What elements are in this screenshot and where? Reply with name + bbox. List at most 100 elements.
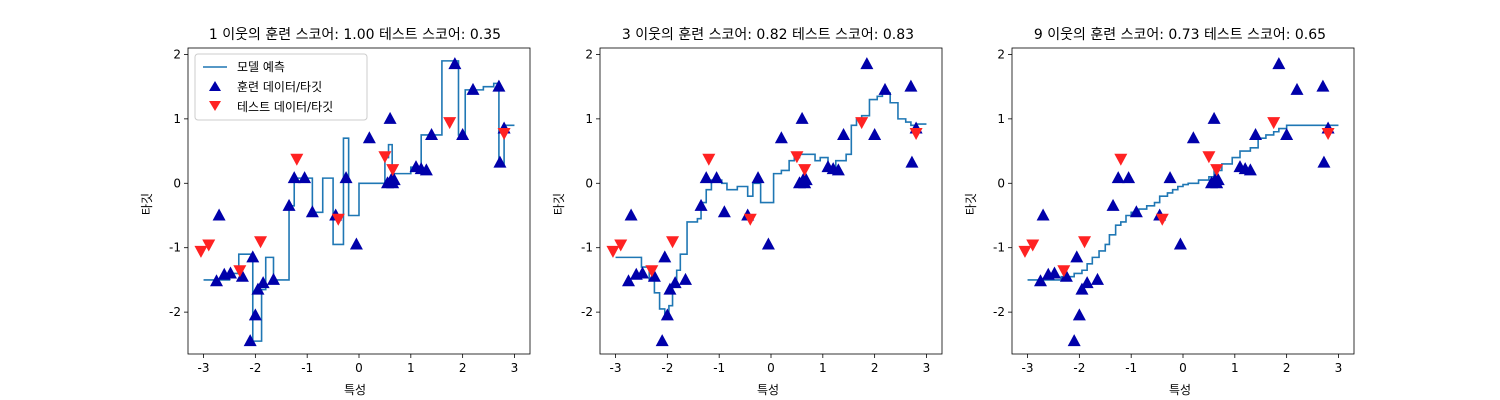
x-tick-label: 2 — [459, 361, 467, 375]
subplot-1-ylabel: 타깃 — [140, 193, 154, 215]
subplot-2: 3 이웃의 훈련 스코어: 0.82 테스트 스코어: 0.83 특성 타깃 -… — [552, 27, 943, 397]
train-point — [383, 111, 397, 124]
legend-frame — [194, 53, 368, 121]
test-point — [1114, 153, 1128, 166]
test-point — [1078, 236, 1092, 249]
train-point — [1272, 57, 1286, 70]
train-point — [868, 127, 882, 140]
train-point — [878, 82, 892, 95]
legend: 모델 예측 훈련 데이터/타깃 테스트 데이터/타깃 — [194, 53, 368, 121]
legend-test-label: 테스트 데이터/타깃 — [237, 100, 333, 114]
test-point — [1210, 164, 1224, 177]
train-point — [1072, 308, 1086, 321]
train-point — [647, 269, 661, 282]
train-point — [282, 198, 296, 211]
train-point — [622, 274, 635, 287]
train-point — [660, 308, 674, 321]
train-point — [837, 127, 851, 140]
subplot-1-title: 1 이웃의 훈련 스코어: 1.00 테스트 스코어: 0.35 — [209, 27, 501, 43]
y-tick-label: 1 — [173, 112, 181, 126]
test-point — [743, 213, 757, 226]
subplot-3-plot-area: -3 -2 -1 0 1 2 3 -2 -1 0 1 2 — [993, 47, 1355, 375]
train-point — [831, 163, 845, 176]
train-point — [668, 276, 682, 289]
subplot-2-xlabel: 특성 — [757, 383, 779, 397]
subplot-1-plot-area: -3 -2 -1 0 1 2 3 -2 -1 0 1 2 — [169, 47, 531, 375]
y-tick-label: 2 — [997, 47, 1005, 61]
train-point — [492, 79, 506, 92]
test-point — [1267, 117, 1281, 130]
subplot-3-title: 9 이웃의 훈련 스코어: 0.73 테스트 스코어: 0.65 — [1034, 27, 1326, 43]
train-point — [1186, 131, 1200, 144]
test-point — [202, 239, 216, 252]
train-point — [860, 57, 874, 70]
test-point — [1026, 239, 1040, 252]
test-point — [497, 128, 511, 141]
x-tick-label: -2 — [249, 361, 261, 375]
train-point — [425, 127, 439, 140]
train-point — [362, 131, 376, 144]
test-point — [1202, 151, 1216, 164]
train-point — [1163, 171, 1177, 184]
y-tick-label: -2 — [993, 305, 1005, 319]
x-tick-label: 3 — [511, 361, 519, 375]
test-point — [790, 151, 804, 164]
train-point — [1249, 127, 1263, 140]
subplot-3: 9 이웃의 훈련 스코어: 0.73 테스트 스코어: 0.65 특성 타깃 -… — [964, 27, 1355, 397]
y-tick-label: -2 — [581, 305, 593, 319]
y-tick-label: -1 — [169, 241, 181, 255]
y-tick-label: -1 — [993, 241, 1005, 255]
x-tick-label: 1 — [407, 361, 415, 375]
prediction-line — [1027, 124, 1339, 281]
train-point — [710, 171, 724, 184]
x-tick-label: 2 — [1283, 361, 1291, 375]
train-point — [1173, 237, 1187, 250]
subplot-2-ylabel: 타깃 — [552, 193, 566, 215]
test-point — [290, 153, 304, 166]
train-point — [624, 208, 638, 221]
x-tick-label: 0 — [767, 361, 775, 375]
train-point — [1243, 163, 1257, 176]
y-tick-label: 2 — [585, 47, 593, 61]
x-tick-label: -3 — [610, 361, 622, 375]
train-point — [212, 208, 226, 221]
subplot-3-xlabel: 특성 — [1169, 383, 1191, 397]
train-point — [287, 171, 301, 184]
train-point — [761, 237, 775, 250]
train-point — [1059, 269, 1073, 282]
legend-test-swatch — [209, 101, 221, 111]
prediction-line — [203, 60, 515, 342]
x-tick-label: 1 — [1231, 361, 1239, 375]
train-point — [305, 205, 319, 218]
test-point — [331, 213, 345, 226]
legend-train-label: 훈련 데이터/타깃 — [237, 80, 322, 94]
train-point — [267, 272, 280, 285]
train-point — [256, 276, 270, 289]
train-point — [658, 250, 672, 263]
subplot-2-title: 3 이웃의 훈련 스코어: 0.82 테스트 스코어: 0.83 — [622, 27, 914, 43]
train-point — [1034, 274, 1047, 287]
train-point — [799, 173, 813, 186]
train-point — [298, 171, 312, 184]
test-point — [386, 164, 400, 177]
train-point — [1067, 334, 1081, 347]
train-point — [1080, 276, 1094, 289]
train-point — [1075, 282, 1089, 295]
legend-model-label: 모델 예측 — [237, 60, 285, 74]
test-point — [855, 117, 869, 130]
x-tick-label: 2 — [871, 361, 879, 375]
prediction-line — [615, 92, 927, 320]
x-tick-label: -2 — [1073, 361, 1085, 375]
y-tick-label: -1 — [581, 241, 593, 255]
train-point — [629, 267, 643, 280]
x-tick-label: 3 — [1335, 361, 1343, 375]
train-point — [243, 334, 257, 347]
test-point — [606, 245, 620, 258]
x-tick-label: -1 — [1125, 361, 1137, 375]
train-point — [1122, 171, 1136, 184]
train-point — [387, 173, 401, 186]
train-point — [751, 171, 765, 184]
train-point — [1106, 198, 1120, 211]
test-point — [254, 236, 268, 249]
train-point — [1041, 267, 1055, 280]
